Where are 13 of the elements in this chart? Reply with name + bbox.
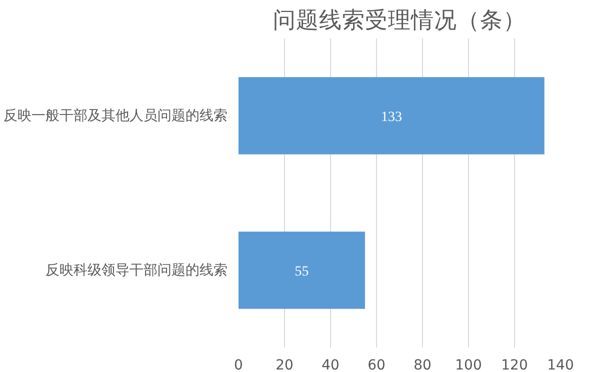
x-tick-label: 100: [455, 358, 482, 372]
data-label: 133: [380, 110, 402, 125]
x-tick-label: 40: [322, 358, 340, 372]
x-tick-label: 20: [276, 358, 294, 372]
x-tick-label: 60: [368, 358, 386, 372]
y-tick-label: 反映一般干部及其他人员问题的线索: [4, 108, 228, 124]
data-label: 55: [294, 264, 309, 280]
y-tick-label: 反映科级领导干部问题的线索: [46, 262, 228, 278]
x-tick-label: 80: [414, 358, 432, 372]
x-tick-label: 140: [547, 358, 574, 372]
x-tick-label: 120: [501, 358, 528, 372]
x-tick-label: 0: [234, 358, 243, 372]
chart-title: 问题线索受理情况（条）: [273, 8, 526, 34]
